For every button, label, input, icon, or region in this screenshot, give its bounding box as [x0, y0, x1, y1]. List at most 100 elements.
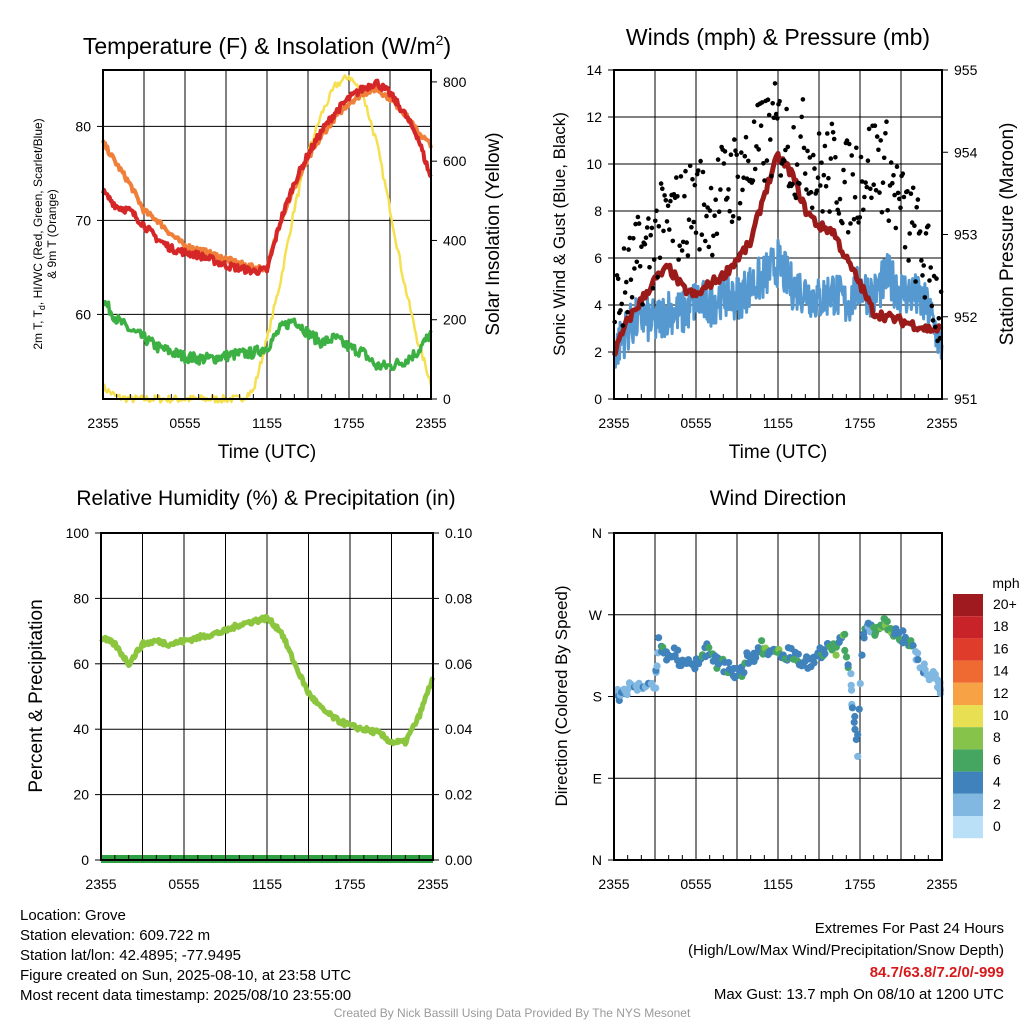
wind-direction-point [851, 712, 859, 721]
y2-tick-label: 0 [443, 391, 451, 407]
gust-point [790, 181, 795, 187]
gust-point [917, 229, 923, 234]
gust-point [670, 238, 676, 244]
gust-point [715, 157, 721, 162]
gust-point [802, 171, 808, 176]
dewpoint-line [102, 299, 433, 372]
gust-point [662, 193, 667, 198]
extremes-info: Extremes For Past 24 Hours (High/Low/Max… [688, 918, 1004, 1006]
winds-y2-label: Station Pressure (Maroon) [997, 123, 1018, 346]
x-tick-label: 2355 [85, 876, 116, 892]
gust-point [677, 243, 682, 248]
wind-direction-point [691, 665, 699, 673]
legend-swatch [953, 705, 983, 728]
wind-direction-point [821, 650, 829, 658]
wind-direction-point [655, 634, 663, 642]
gust-point [685, 253, 691, 258]
legend-swatch [953, 727, 983, 750]
gust-point [800, 97, 806, 102]
wind-direction-point [623, 691, 631, 699]
gust-point [822, 143, 828, 149]
y-tick-label: 60 [75, 306, 91, 322]
humidity-grid [101, 533, 433, 860]
extremes-title: Extremes For Past 24 Hours [814, 920, 1004, 937]
gust-point [765, 97, 771, 102]
extremes-subtitle: (High/Low/Max Wind/Precipitation/Snow De… [688, 942, 1004, 959]
wind-direction-point [848, 704, 857, 712]
gust-point [912, 223, 917, 228]
gust-point [865, 158, 871, 163]
wind-direction-point [842, 653, 851, 661]
legend-swatch [953, 638, 983, 661]
y2-tick-label: 0.08 [445, 590, 472, 606]
sonic-wind-line [612, 238, 944, 369]
gust-point [847, 141, 852, 147]
gust-point [743, 134, 749, 140]
gust-point [671, 192, 677, 197]
gust-point [826, 175, 831, 181]
gust-point [905, 189, 910, 194]
gust-point [682, 193, 687, 199]
y2-tick-label: 0.10 [445, 525, 472, 541]
gust-point [893, 225, 899, 231]
y2-tick-label: 800 [443, 74, 467, 90]
gust-point [850, 172, 856, 177]
legend-label: 14 [993, 663, 1009, 679]
gust-point [902, 245, 908, 250]
gust-point [879, 209, 885, 215]
gust-point [686, 217, 692, 222]
y-tick-label: 4 [594, 297, 602, 313]
temperature-panel-title: Temperature (F) & Insolation (W/m2) [83, 32, 451, 59]
gust-point [914, 205, 919, 210]
gust-point [759, 100, 765, 105]
gust-point [782, 158, 787, 163]
wind-direction-point [794, 650, 802, 658]
x-tick-label: 2355 [598, 415, 629, 431]
gust-point [667, 227, 672, 232]
gust-point [841, 167, 846, 173]
x-tick-label: 1155 [763, 876, 793, 892]
gust-point [798, 134, 803, 139]
gust-point [678, 174, 684, 179]
gust-point [619, 301, 624, 307]
gust-point [919, 258, 924, 263]
y-tick-label: S [593, 689, 602, 705]
legend-label: 6 [993, 751, 1001, 767]
gust-point [845, 230, 851, 235]
wind-direction-point [740, 669, 748, 677]
station-pressure-line [611, 150, 944, 357]
y2-tick-label: 953 [954, 227, 978, 243]
gust-point [761, 161, 766, 166]
gust-point [706, 244, 712, 250]
temperature-grid [103, 70, 431, 399]
gust-point [797, 181, 802, 186]
gust-point [927, 278, 932, 283]
wind-direction-point [901, 633, 910, 642]
y2-tick-label: 200 [443, 312, 467, 328]
temperature-y-label: 2m T, Td, HI/WC (Red, Green, Scarlet/Blu… [31, 118, 59, 349]
gust-point [696, 168, 701, 173]
y-tick-label: E [593, 770, 602, 786]
station-location: Location: Grove [20, 907, 126, 924]
y2-tick-label: 952 [954, 309, 978, 325]
y-tick-label: 0 [594, 391, 602, 407]
gust-point [649, 225, 655, 231]
gust-point [683, 168, 688, 174]
wind-direction-y-ticks: N E S W N [589, 525, 614, 868]
x-tick-label: 2355 [926, 876, 957, 892]
gust-point [633, 221, 638, 227]
gust-point [631, 236, 636, 241]
legend-label: 18 [993, 618, 1009, 634]
temperature-x-label: Time (UTC) [218, 442, 317, 463]
y-tick-label: 80 [73, 590, 89, 606]
y-tick-label: 8 [594, 203, 602, 219]
wind-direction-point [914, 649, 922, 657]
gust-point [762, 178, 767, 183]
humidity-y2-ticks: 0.00 0.02 0.04 0.06 0.08 0.10 [433, 525, 472, 868]
gust-point [737, 200, 743, 206]
gust-point [880, 180, 886, 185]
y-tick-label: 14 [586, 62, 602, 78]
gust-point [934, 276, 939, 281]
y2-tick-label: 400 [443, 232, 467, 248]
gust-point [629, 295, 635, 300]
